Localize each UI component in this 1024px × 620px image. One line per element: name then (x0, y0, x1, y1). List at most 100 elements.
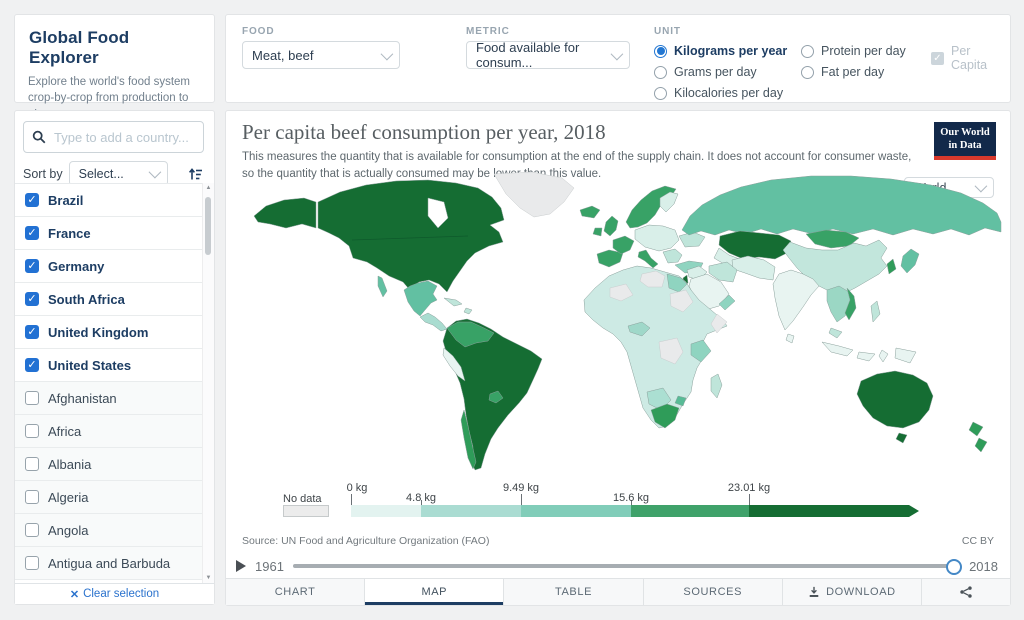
sort-select[interactable]: Select... (68, 161, 168, 186)
map-region-greenland[interactable] (493, 171, 575, 218)
map-region-india[interactable] (772, 269, 820, 331)
tab-map[interactable]: MAP (365, 579, 505, 605)
unit-radio-grams-per-day[interactable]: Grams per day (654, 65, 757, 79)
map-region-finland[interactable] (659, 191, 679, 213)
unit-radio-kilocalories-per-day[interactable]: Kilocalories per day (654, 86, 783, 100)
tab-sources[interactable]: SOURCES (643, 579, 783, 605)
country-row-africa[interactable]: Africa (15, 415, 214, 448)
map-region-paraguay[interactable] (488, 390, 504, 404)
map-region-chile[interactable] (460, 409, 477, 470)
unit-radio-protein-per-day[interactable]: Protein per day (801, 44, 906, 58)
license-link[interactable]: CC BY (961, 535, 994, 547)
map-region-philippines[interactable] (870, 300, 881, 323)
legend-bin-5[interactable] (749, 505, 909, 517)
tab-chart[interactable]: CHART (226, 579, 366, 605)
country-row-albania[interactable]: Albania (15, 448, 214, 481)
map-region-libya[interactable] (639, 270, 666, 288)
map-region-balkans[interactable] (662, 248, 683, 264)
map-region-france[interactable] (612, 235, 635, 255)
map-region-madagascar[interactable] (710, 373, 723, 399)
country-row-germany[interactable]: Germany (15, 250, 214, 283)
map-region-vietnam[interactable] (844, 287, 857, 321)
map-region-borneo[interactable] (856, 351, 876, 362)
country-row-united-kingdom[interactable]: United Kingdom (15, 316, 214, 349)
map-region-new-zealand-north[interactable] (968, 421, 984, 437)
scroll-up-icon[interactable]: ▲ (205, 185, 212, 191)
metric-select[interactable]: Food available for consum... (466, 40, 630, 70)
map-region-united-kingdom[interactable] (603, 215, 619, 237)
map-region-china[interactable] (782, 239, 888, 295)
legend-bin-2[interactable] (421, 505, 521, 517)
country-row-united-states[interactable]: United States (15, 349, 214, 382)
map-region-sri-lanka[interactable] (785, 333, 795, 344)
map-region-central-europe[interactable] (634, 224, 680, 252)
map-region-africa[interactable] (583, 265, 728, 429)
map-region-alaska[interactable] (253, 197, 317, 229)
legend-bin-3[interactable] (521, 505, 631, 517)
map-region-east-africa[interactable] (690, 339, 712, 363)
country-row-afghanistan[interactable]: Afghanistan (15, 382, 214, 415)
tab-download[interactable]: DOWNLOAD (782, 579, 923, 605)
map-region-somalia[interactable] (710, 313, 728, 334)
tab-table[interactable]: TABLE (504, 579, 644, 605)
map-region-tasmania[interactable] (895, 432, 908, 444)
map-region-sumatra-java[interactable] (821, 341, 854, 357)
map-region-iberia[interactable] (596, 249, 624, 268)
timeline-track[interactable] (292, 559, 963, 575)
map-region-mexico[interactable] (403, 280, 438, 317)
map-region-colombia-venezuela[interactable] (446, 321, 495, 348)
map-region-new-zealand-south[interactable] (974, 437, 988, 453)
legend-bin-1[interactable] (351, 505, 421, 517)
play-icon[interactable] (236, 560, 246, 572)
legend-bin-4[interactable] (631, 505, 749, 517)
unit-radio-kilograms-per-year[interactable]: Kilograms per year (654, 44, 787, 58)
country-row-france[interactable]: France (15, 217, 214, 250)
map-region-sudan[interactable] (669, 289, 694, 313)
country-search[interactable] (23, 121, 204, 153)
map-region-iceland[interactable] (579, 205, 601, 219)
share-button[interactable] (922, 579, 1011, 605)
map-region-canada-usa[interactable] (317, 179, 505, 293)
map-region-malaysia[interactable] (828, 327, 843, 339)
country-row-brazil[interactable]: Brazil (15, 184, 214, 217)
map-region-sulawesi[interactable] (878, 349, 889, 363)
timeline-handle[interactable] (946, 559, 963, 575)
map-region-drc[interactable] (658, 337, 684, 365)
map-region-hispaniola[interactable] (463, 307, 473, 315)
map-region-south-africa[interactable] (650, 403, 680, 429)
map-region-australia[interactable] (856, 370, 934, 429)
sort-direction-icon[interactable] (188, 166, 204, 182)
map-region-ireland[interactable] (592, 227, 603, 237)
scroll-down-icon[interactable]: ▼ (205, 575, 212, 581)
map-region-iran[interactable] (708, 261, 738, 283)
map-region-mongolia[interactable] (805, 229, 860, 249)
food-select[interactable]: Meat, beef (242, 41, 400, 69)
legend-no-data-swatch[interactable] (283, 505, 329, 517)
map-region-central-america[interactable] (419, 312, 448, 332)
map-region-yemen-oman[interactable] (718, 294, 736, 311)
map-region-west-africa-coast[interactable] (627, 321, 651, 337)
map-region-zimbabwe[interactable] (674, 395, 687, 407)
map-region-japan[interactable] (900, 248, 920, 274)
map-region-mali[interactable] (609, 283, 634, 302)
map-region-kazakhstan[interactable] (718, 230, 792, 260)
country-row-south-africa[interactable]: South Africa (15, 283, 214, 316)
search-input[interactable] (52, 128, 203, 146)
map-region-italy[interactable] (637, 249, 659, 269)
map-region-new-guinea[interactable] (894, 347, 917, 364)
clear-selection-button[interactable]: ✕ Clear selection (15, 583, 214, 604)
map-region-russia[interactable] (681, 175, 1002, 236)
map-region-south-korea[interactable] (886, 258, 897, 275)
scrollbar-thumb[interactable] (205, 197, 211, 255)
map-region-pakistan-afghanistan[interactable] (731, 255, 776, 281)
country-row-antigua-and-barbuda[interactable]: Antigua and Barbuda (15, 547, 214, 580)
country-row-angola[interactable]: Angola (15, 514, 214, 547)
map-region-egypt[interactable] (666, 273, 688, 293)
map-region-cuba[interactable] (443, 297, 463, 307)
country-row-algeria[interactable]: Algeria (15, 481, 214, 514)
list-scrollbar[interactable]: ▲ ▼ (202, 183, 214, 583)
unit-radio-fat-per-day[interactable]: Fat per day (801, 65, 884, 79)
owid-logo[interactable]: Our World in Data (934, 122, 996, 160)
map-region-baja[interactable] (377, 275, 388, 298)
map-region-peru[interactable] (442, 347, 466, 382)
